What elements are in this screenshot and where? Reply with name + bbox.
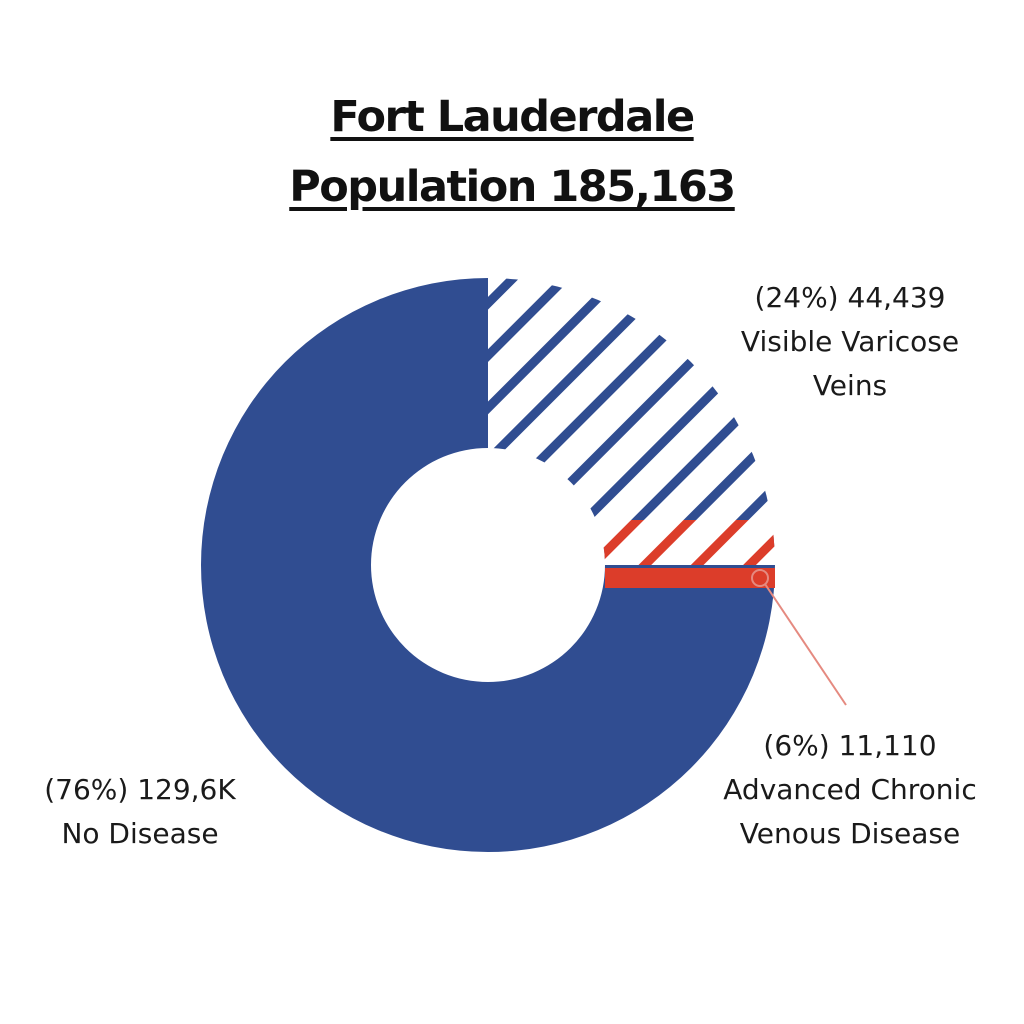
- advanced-slice-solid: [605, 568, 775, 588]
- label-advanced-chronic-venous-disease: (6%) 11,110 Advanced Chronic Venous Dise…: [680, 724, 1020, 856]
- label-vv-line2: Visible Varicose: [740, 325, 960, 358]
- slice-advanced-chronic-venous-disease: [595, 520, 775, 565]
- chart-title-line2: Population 185,163: [289, 162, 736, 212]
- label-vv-line1: (24%) 44,439: [754, 281, 946, 314]
- leader-dot: [751, 569, 769, 587]
- label-nd-line1: (76%) 129,6K: [44, 773, 236, 806]
- label-nd-line2: No Disease: [61, 817, 219, 850]
- label-visible-varicose-veins: (24%) 44,439 Visible Varicose Veins: [690, 276, 1010, 408]
- label-adv-line3: Venous Disease: [739, 817, 961, 850]
- slice-no-disease: [201, 278, 775, 852]
- label-no-disease: (76%) 129,6K No Disease: [20, 768, 260, 856]
- label-vv-line3: Veins: [812, 369, 888, 402]
- label-adv-line2: Advanced Chronic: [723, 773, 977, 806]
- leader-line: [764, 583, 847, 706]
- label-adv-line1: (6%) 11,110: [763, 729, 937, 762]
- chart-title-line1: Fort Lauderdale: [330, 92, 695, 142]
